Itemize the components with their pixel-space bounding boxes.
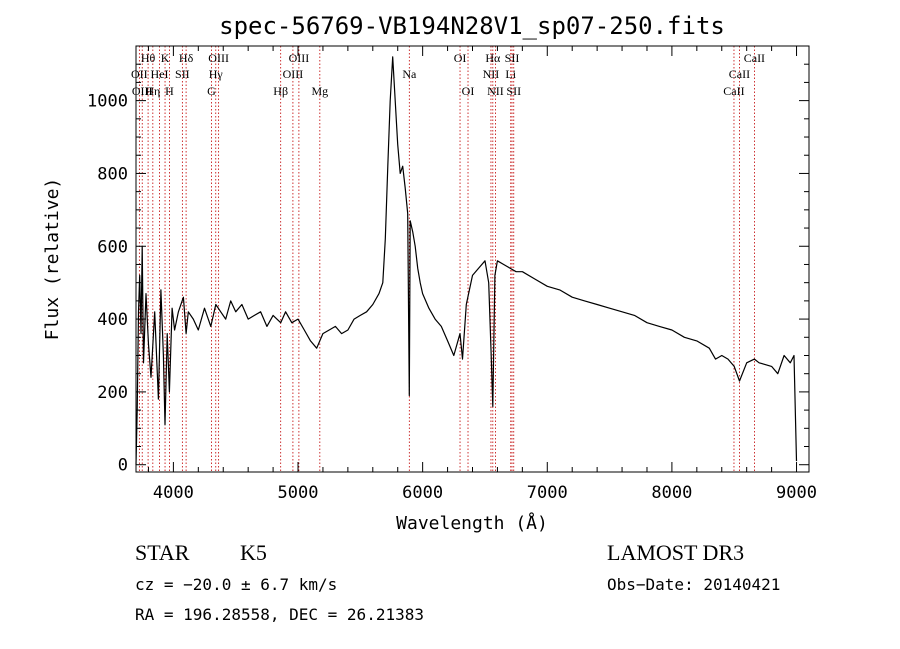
x-tick-label: 8000 — [651, 483, 692, 503]
survey-name: LAMOST DR3 — [607, 540, 744, 565]
line-marker-label: Mg — [311, 84, 328, 98]
x-tick-label: 5000 — [278, 483, 319, 503]
line-marker-label: CaII — [729, 67, 750, 81]
line-marker-label: SII — [506, 84, 521, 98]
y-axis-label: Flux (relative) — [42, 178, 63, 341]
chart-title: spec-56769-VB194N28V1_sp07-250.fits — [219, 12, 725, 40]
line-marker-label: SII — [505, 51, 520, 65]
line-marker-label: Hθ — [141, 51, 156, 65]
y-tick-label: 400 — [97, 310, 128, 330]
coordinates: RA = 196.28558, DEC = 26.21383 — [135, 605, 424, 624]
line-marker-label: OII — [131, 67, 148, 81]
x-tick-label: 7000 — [527, 483, 568, 503]
y-tick-label: 1000 — [87, 92, 128, 112]
x-axis-label: Wavelength (Å) — [396, 512, 548, 534]
line-marker-label: Hγ — [209, 67, 224, 81]
line-marker-label: OI — [454, 51, 467, 65]
plot-frame — [135, 45, 810, 473]
line-marker-label: Li — [505, 67, 516, 81]
y-axis: 0 200 400 600 800 1000 — [87, 63, 809, 476]
y-tick-label: 0 — [118, 456, 128, 476]
y-tick-label: 600 — [97, 237, 128, 257]
spectrum-series-line — [135, 56, 798, 465]
line-marker-label: CaII — [744, 51, 765, 65]
line-marker-label: Hη — [145, 84, 160, 98]
line-marker-label: OIII — [283, 67, 304, 81]
line-marker-label: OIII — [132, 84, 153, 98]
x-axis: 4000 5000 6000 7000 8000 9000 — [147, 46, 817, 503]
line-marker-label: OI — [462, 84, 475, 98]
line-marker-label: Hα — [485, 51, 501, 65]
line-markers — [138, 46, 755, 472]
line-marker-label: Na — [402, 67, 417, 81]
line-marker-label: HeI — [151, 67, 169, 81]
y-tick-label: 200 — [97, 383, 128, 403]
object-subclass: K5 — [240, 540, 267, 565]
line-marker-label: CaII — [723, 84, 744, 98]
x-tick-label: 4000 — [153, 483, 194, 503]
line-marker-label: OIII — [208, 51, 229, 65]
line-marker-label: H — [165, 84, 174, 98]
y-tick-label: 800 — [97, 164, 128, 184]
redshift-cz: cz = −20.0 ± 6.7 km/s — [135, 575, 337, 594]
observation-date: Obs−Date: 20140421 — [607, 575, 780, 594]
line-marker-label: NII — [487, 84, 504, 98]
line-marker-label: Hδ — [179, 51, 194, 65]
line-marker-label: OIII — [289, 51, 310, 65]
x-tick-label: 9000 — [776, 483, 817, 503]
line-marker-label: Hβ — [273, 84, 288, 98]
x-tick-label: 6000 — [402, 483, 443, 503]
line-marker-label: SII — [175, 67, 190, 81]
object-class: STAR — [135, 540, 190, 565]
line-marker-label: K — [161, 51, 170, 65]
line-marker-label: NII — [483, 67, 500, 81]
line-marker-label: G — [207, 84, 216, 98]
